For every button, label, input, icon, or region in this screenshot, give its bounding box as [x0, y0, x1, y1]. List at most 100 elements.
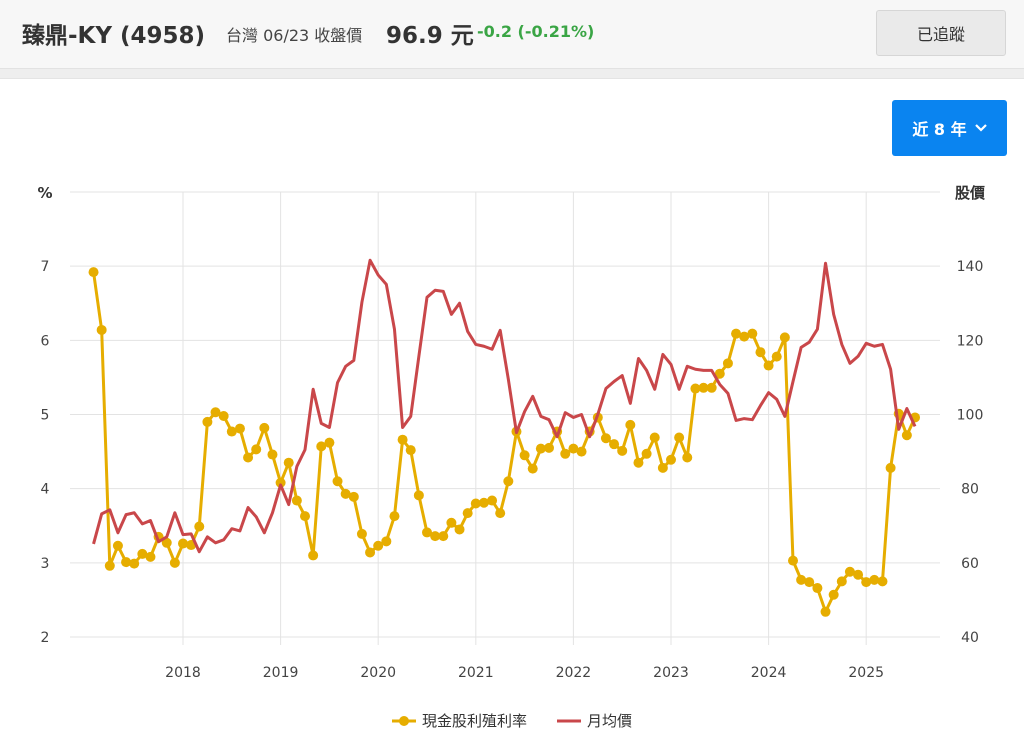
yield-data-point[interactable] [690, 383, 701, 394]
yield-data-point[interactable] [788, 555, 798, 566]
yield-data-point[interactable] [430, 531, 441, 542]
yield-data-point[interactable] [609, 439, 620, 450]
yield-data-point[interactable] [812, 583, 823, 594]
yield-data-point[interactable] [161, 537, 172, 548]
yield-data-point[interactable] [470, 498, 481, 509]
yield-data-point[interactable] [682, 452, 693, 463]
yield-data-point[interactable] [885, 462, 896, 473]
yield-data-point[interactable] [714, 368, 725, 379]
yield-data-point[interactable] [96, 324, 107, 335]
yield-data-point[interactable] [169, 557, 180, 568]
yield-data-point[interactable] [112, 540, 123, 551]
yield-data-point[interactable] [901, 430, 912, 441]
yield-data-point[interactable] [763, 360, 774, 371]
yield-data-point[interactable] [836, 576, 847, 587]
yield-data-point[interactable] [861, 577, 872, 588]
yield-data-point[interactable] [259, 422, 270, 433]
yield-data-point[interactable] [381, 536, 392, 547]
yield-data-point[interactable] [137, 548, 148, 559]
yield-data-point[interactable] [243, 452, 254, 463]
yield-data-point[interactable] [291, 495, 302, 506]
yield-data-point[interactable] [234, 423, 245, 434]
yield-data-point[interactable] [576, 446, 587, 457]
price-legend-line-icon [557, 719, 581, 722]
yield-data-point[interactable] [617, 445, 628, 456]
yield-data-point[interactable] [535, 443, 546, 454]
yield-data-point[interactable] [218, 410, 229, 421]
follow-button[interactable]: 已追蹤 [876, 10, 1006, 56]
yield-data-point[interactable] [413, 490, 424, 501]
yield-data-point[interactable] [121, 557, 132, 568]
yield-data-point[interactable] [698, 382, 709, 393]
yield-data-point[interactable] [722, 358, 733, 369]
yield-data-point[interactable] [633, 457, 644, 468]
yield-data-point[interactable] [324, 437, 335, 448]
yield-data-point[interactable] [649, 432, 660, 443]
yield-data-point[interactable] [405, 445, 416, 456]
yield-data-point[interactable] [373, 540, 384, 551]
yield-data-point[interactable] [877, 576, 888, 587]
yield-data-point[interactable] [527, 463, 538, 474]
yield-data-point[interactable] [356, 528, 367, 539]
yield-data-point[interactable] [519, 450, 530, 461]
yield-data-point[interactable] [202, 416, 213, 427]
yield-data-point[interactable] [226, 426, 237, 437]
yield-data-point[interactable] [674, 432, 685, 443]
yield-data-point[interactable] [568, 443, 579, 454]
yield-data-point[interactable] [666, 454, 676, 465]
yield-data-point[interactable] [267, 449, 278, 460]
yield-data-point[interactable] [844, 566, 855, 577]
yield-data-point[interactable] [446, 517, 457, 528]
yield-data-point[interactable] [804, 577, 815, 588]
yield-data-point[interactable] [544, 442, 554, 453]
yield-data-point[interactable] [560, 448, 571, 459]
yield-data-point[interactable] [796, 574, 807, 585]
yield-data-point[interactable] [462, 508, 473, 519]
yield-data-point[interactable] [747, 328, 758, 339]
range-selector-button[interactable]: 近 8 年 [892, 100, 1007, 156]
yield-data-point[interactable] [706, 382, 717, 393]
yield-data-point[interactable] [210, 407, 221, 418]
yield-data-point[interactable] [657, 462, 668, 473]
yield-data-point[interactable] [251, 444, 262, 455]
yield-data-point[interactable] [389, 511, 400, 522]
yield-data-point[interactable] [365, 547, 376, 558]
yield-data-point[interactable] [771, 351, 782, 362]
yield-data-point[interactable] [104, 560, 115, 571]
yield-data-point[interactable] [397, 434, 408, 445]
yield-data-point[interactable] [194, 521, 205, 532]
yield-data-point[interactable] [316, 441, 327, 452]
yield-data-point[interactable] [495, 508, 506, 519]
yield-data-point[interactable] [755, 347, 766, 358]
yield-data-point[interactable] [454, 524, 465, 535]
yield-data-point[interactable] [308, 550, 319, 561]
yield-data-point[interactable] [739, 331, 750, 342]
yield-data-point[interactable] [275, 477, 286, 488]
yield-data-point[interactable] [478, 497, 489, 508]
yield-data-point[interactable] [820, 606, 831, 617]
yield-data-point[interactable] [178, 538, 188, 549]
yield-data-point[interactable] [283, 457, 294, 468]
yield-data-point[interactable] [853, 569, 864, 580]
legend-item-yield[interactable]: 現金股利殖利率 [391, 710, 527, 731]
yield-data-point[interactable] [422, 527, 432, 538]
yield-data-point[interactable] [300, 511, 310, 522]
yield-data-point[interactable] [88, 267, 99, 278]
yield-data-point[interactable] [779, 332, 790, 343]
yield-data-point[interactable] [503, 476, 514, 487]
left-axis-label: % [37, 184, 52, 202]
yield-data-point[interactable] [731, 328, 742, 339]
yield-data-point[interactable] [600, 433, 611, 444]
yield-data-point[interactable] [625, 419, 636, 430]
yield-data-point[interactable] [332, 476, 343, 487]
yield-data-point[interactable] [348, 491, 359, 502]
yield-data-point[interactable] [828, 589, 839, 600]
yield-data-point[interactable] [340, 488, 351, 499]
yield-data-point[interactable] [869, 574, 880, 585]
yield-data-point[interactable] [487, 495, 498, 506]
yield-data-point[interactable] [145, 551, 156, 562]
yield-data-point[interactable] [129, 558, 140, 569]
yield-data-point[interactable] [641, 448, 652, 459]
legend-item-price[interactable]: 月均價 [557, 710, 632, 731]
yield-data-point[interactable] [438, 531, 449, 542]
